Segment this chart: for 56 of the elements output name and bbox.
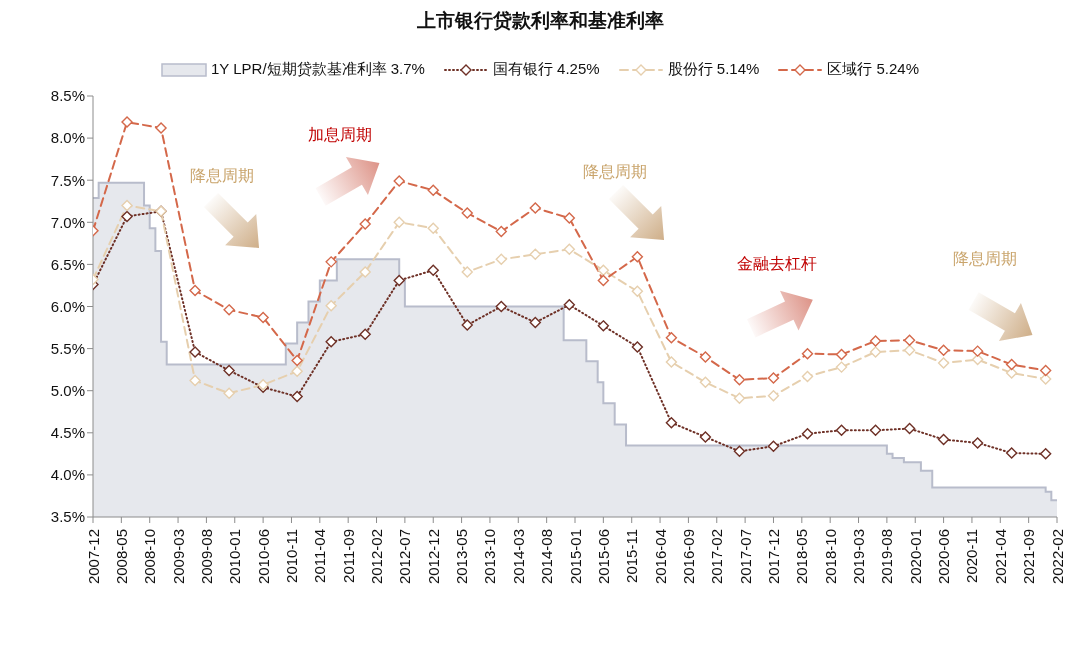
y-tick-label: 6.5% — [50, 255, 85, 273]
y-tick-label: 7.0% — [50, 213, 85, 231]
x-tick-label: 2017-07 — [736, 529, 754, 585]
y-tick-label: 5.5% — [50, 339, 85, 357]
annotation: 降息周期 — [953, 249, 1017, 269]
x-tick-label: 2014-03 — [509, 529, 527, 585]
x-tick-label: 2011-04 — [311, 529, 329, 583]
y-tick-label: 7.5% — [50, 171, 85, 189]
x-tick-label: 2009-08 — [197, 529, 215, 585]
x-tick-label: 2016-04 — [651, 529, 669, 585]
x-tick-label: 2011-09 — [339, 529, 357, 583]
x-tick-label: 2013-05 — [453, 529, 471, 585]
x-tick-label: 2015-11 — [623, 529, 641, 583]
x-tick-label: 2018-05 — [793, 529, 811, 585]
y-tick-label: 4.5% — [50, 424, 85, 442]
x-tick-label: 2012-02 — [368, 529, 386, 585]
x-tick-label: 2008-05 — [112, 529, 130, 585]
annotation: 加息周期 — [308, 125, 372, 145]
x-tick-label: 2015-01 — [566, 529, 584, 585]
x-tick-label: 2017-12 — [764, 529, 782, 585]
legend-label: 国有银行 4.25% — [492, 60, 600, 79]
x-tick-label: 2012-07 — [396, 529, 414, 585]
x-tick-label: 2014-08 — [538, 529, 556, 585]
y-tick-label: 3.5% — [50, 508, 85, 526]
legend-label: 股份行 5.14% — [667, 60, 760, 79]
x-tick-label: 2022-02 — [1048, 529, 1066, 585]
y-tick-label: 8.0% — [50, 129, 85, 147]
y-tick-label: 8.5% — [50, 87, 85, 105]
x-tick-label: 2017-02 — [708, 529, 726, 585]
x-tick-label: 2019-03 — [850, 529, 868, 585]
x-tick-label: 2021-09 — [1020, 529, 1038, 585]
x-tick-label: 2010-11 — [282, 529, 300, 583]
x-tick-label: 2020-01 — [906, 529, 924, 585]
annotation: 金融去杠杆 — [737, 254, 817, 274]
chart-title: 上市银行贷款利率和基准利率 — [415, 9, 665, 33]
y-tick-label: 5.0% — [50, 382, 85, 400]
x-tick-label: 2016-09 — [679, 529, 697, 585]
x-tick-label: 2019-08 — [878, 529, 896, 585]
x-tick-label: 2018-10 — [821, 529, 839, 585]
x-tick-label: 2020-11 — [963, 529, 981, 583]
y-tick-label: 4.0% — [50, 466, 85, 484]
x-tick-label: 2021-04 — [991, 529, 1009, 585]
x-tick-label: 2009-03 — [169, 529, 187, 585]
x-tick-label: 2008-10 — [141, 529, 159, 585]
annotation: 降息周期 — [583, 162, 647, 182]
annotation: 降息周期 — [190, 166, 254, 186]
x-tick-label: 2007-12 — [84, 529, 102, 585]
x-tick-label: 2020-06 — [935, 529, 953, 585]
legend-label: 1Y LPR/短期贷款基准利率 3.7% — [210, 60, 425, 79]
y-tick-label: 6.0% — [50, 297, 85, 315]
x-tick-label: 2013-10 — [481, 529, 499, 585]
x-tick-label: 2012-12 — [424, 529, 442, 585]
x-tick-label: 2015-06 — [594, 529, 612, 585]
x-tick-label: 2010-06 — [254, 529, 272, 585]
legend-label: 区域行 5.24% — [827, 60, 920, 79]
x-tick-label: 2010-01 — [226, 529, 244, 585]
